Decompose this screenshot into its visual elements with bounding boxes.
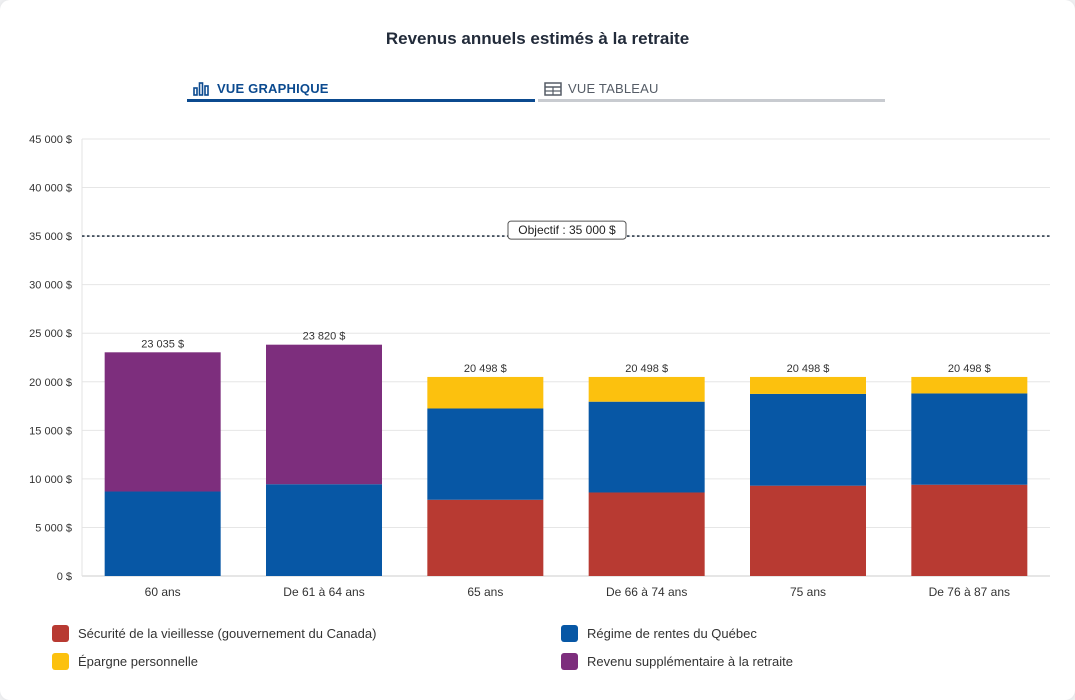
bar-total-label-0: 23 035 $ [141,338,184,350]
chart-title: Revenus annuels estimés à la retraite [385,29,690,48]
bar-securite-5 [911,484,1028,576]
bar-total-label-3: 20 498 $ [625,363,668,375]
y-tick-label-5000: 5 000 $ [35,522,72,534]
bar-securite-4 [750,485,866,576]
y-tick-label-10000: 10 000 $ [29,474,72,486]
bar-rrq-4 [750,393,866,486]
bar-supplementaire-0 [104,352,221,492]
chart-legend: Sécurité de la vieillesse (gouvernement … [52,625,1052,685]
y-tick-label-45000: 45 000 $ [29,134,72,146]
tab-table-view[interactable]: VUE TABLEAU [538,78,885,102]
bar-rrq-2 [427,408,544,500]
legend-item-securite[interactable]: Sécurité de la vieillesse (gouvernement … [52,625,376,642]
legend-label-supplementaire: Revenu supplémentaire à la retraite [587,654,793,669]
bar-total-label-2: 20 498 $ [464,363,507,375]
bar-securite-2 [427,499,544,576]
y-tick-label-30000: 30 000 $ [29,280,72,292]
tab-table-label: VUE TABLEAU [568,81,659,96]
bar-rrq-5 [911,393,1028,485]
bar-epargne-2 [427,376,544,409]
legend-swatch-supplementaire [561,653,578,670]
objective-label-box [507,220,627,240]
bar-total-label-4: 20 498 $ [787,363,830,375]
y-tick-label-25000: 25 000 $ [29,328,72,340]
y-tick-label-15000: 15 000 $ [29,425,72,437]
bar-epargne-4 [750,376,866,394]
stacked-bar-chart: 0 $ 5 000 $ 10 000 $ 15 000 $ 20 000 $ 25 000… [29,134,1050,599]
legend-swatch-securite [52,625,69,642]
bar-securite-3 [588,492,705,576]
x-tick-label-2: 65 ans [467,585,503,599]
bar-supplementaire-1 [266,344,382,485]
y-tick-label-35000: 35 000 $ [29,231,72,243]
x-tick-label-1: De 61 à 64 ans [283,585,364,599]
y-tick-label-20000: 20 000 $ [29,377,72,389]
tab-graph-label: VUE GRAPHIQUE [217,81,329,96]
legend-swatch-rrq [561,625,578,642]
legend-item-epargne[interactable]: Épargne personnelle [52,653,198,670]
bar-epargne-5 [911,376,1028,394]
bar-total-label-5: 20 498 $ [948,363,991,375]
bar-rrq-0 [104,491,221,576]
x-tick-label-3: De 66 à 74 ans [606,585,687,599]
x-tick-label-4: 75 ans [790,585,826,599]
legend-label-securite: Sécurité de la vieillesse (gouvernement … [78,626,377,641]
bar-total-label-1: 23 820 $ [303,331,346,343]
tab-graph-view[interactable]: VUE GRAPHIQUE [187,78,535,102]
bar-rrq-3 [588,401,705,493]
y-tick-label-40000: 40 000 $ [29,183,72,195]
bar-epargne-3 [588,376,705,402]
legend-label-epargne: Épargne personnelle [78,654,198,669]
legend-label-rrq: Régime de rentes du Québec [587,626,757,641]
legend-swatch-epargne [52,653,69,670]
bar-chart-icon [193,81,211,96]
x-tick-label-5: De 76 à 87 ans [929,585,1010,599]
legend-item-rrq[interactable]: Régime de rentes du Québec [561,625,757,642]
legend-item-supplementaire[interactable]: Revenu supplémentaire à la retraite [561,653,793,670]
table-icon [544,81,562,96]
x-tick-label-0: 60 ans [145,585,181,599]
objective-label: Objectif : 35 000 $ [518,223,616,237]
bar-rrq-1 [266,484,382,576]
y-tick-label-0: 0 $ [57,571,72,583]
